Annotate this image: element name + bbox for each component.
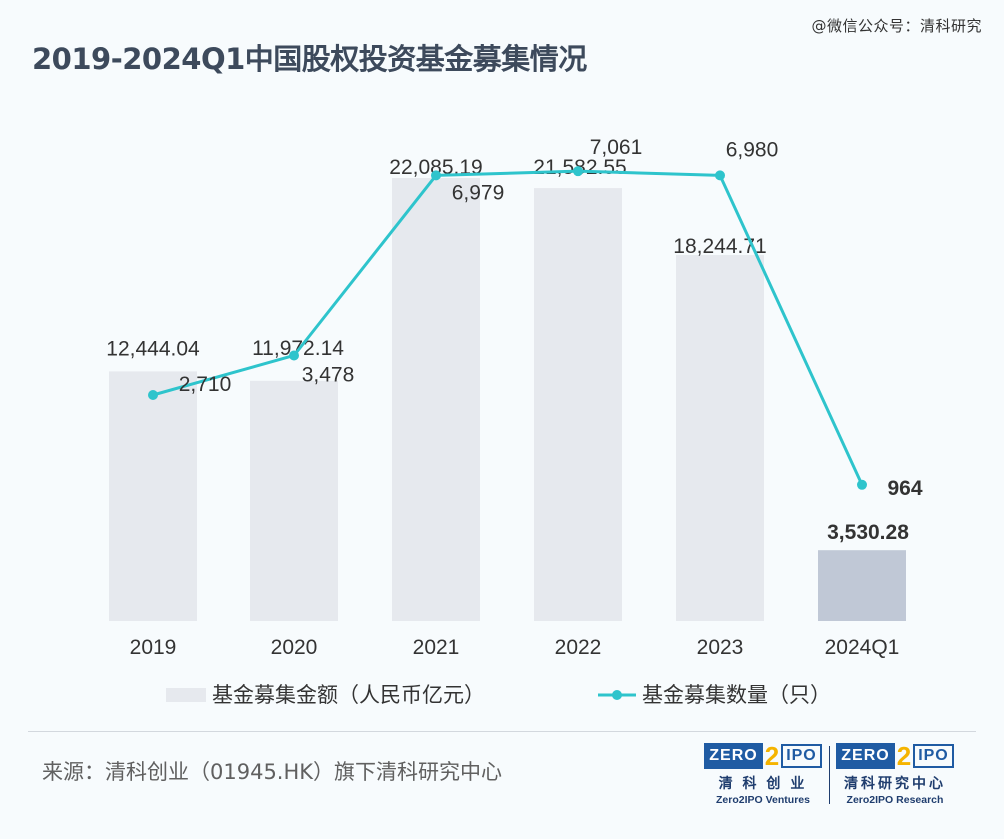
logo-badge-ipo: IPO: [781, 744, 822, 768]
line-label-2021: 6,979: [452, 181, 505, 204]
x-tick-label-2021: 2021: [413, 636, 460, 659]
point-2021: [431, 170, 441, 181]
point-2020: [289, 350, 299, 361]
source-note: 来源：清科创业（01945.HK）旗下清科研究中心: [42, 760, 503, 784]
chart-title: 2019-2024Q1中国股权投资基金募集情况: [32, 42, 587, 76]
bar-2023: [676, 255, 764, 621]
line-label-2019: 2,710: [179, 373, 232, 396]
logo-badge: ZERO 2 IPO: [836, 741, 954, 771]
logo-badge-ipo: IPO: [913, 744, 954, 768]
x-tick-label-2023: 2023: [697, 636, 744, 659]
bar-2024Q1: [818, 550, 906, 621]
bar-2022: [534, 188, 622, 621]
line-label-2020: 3,478: [302, 363, 355, 386]
legend-swatch-count-dot: [612, 690, 622, 700]
line-label-2023: 6,980: [726, 138, 779, 161]
line-label-2024Q1: 964: [887, 477, 922, 500]
x-tick-label-2022: 2022: [555, 636, 602, 659]
legend-label-amount: 基金募集金额（人民币亿元）: [212, 684, 485, 707]
bar-2019: [109, 371, 197, 621]
bar-label-2024Q1: 3,530.28: [827, 521, 909, 544]
point-2023: [715, 170, 725, 181]
bar-2021: [392, 178, 480, 621]
point-2022: [573, 166, 583, 177]
bar-2020: [250, 380, 338, 621]
x-tick-label-2019: 2019: [130, 636, 177, 659]
x-tick-label-2024Q1: 2024Q1: [825, 636, 900, 659]
logo-badge-zero: ZERO: [836, 743, 895, 769]
legend-swatch-amount: [166, 688, 206, 702]
series-line-count: [152, 169, 864, 486]
bar-label-2019: 12,444.04: [106, 337, 200, 360]
logo-cn-text: 清 科 创 业: [718, 775, 808, 791]
logo-en-text: Zero2IPO Ventures: [716, 794, 810, 806]
logo-cn-text: 清科研究中心: [844, 775, 946, 791]
logo-zero2ipo-research: ZERO 2 IPO 清科研究中心 Zero2IPO Research: [836, 741, 954, 806]
divider: [28, 731, 976, 732]
point-2019: [148, 389, 158, 400]
logo-divider: [829, 746, 830, 804]
line-label-2022: 7,061: [590, 136, 643, 159]
x-tick-label-2020: 2020: [271, 636, 318, 659]
logo-badge-zero: ZERO: [704, 743, 763, 769]
bar-label-2023: 18,244.71: [673, 235, 766, 258]
logo-badge-two: 2: [896, 741, 912, 771]
point-2024Q1: [857, 479, 867, 490]
logo-en-text: Zero2IPO Research: [846, 794, 944, 806]
watermark: @微信公众号：清科研究: [811, 17, 982, 35]
logo-badge-two: 2: [764, 741, 780, 771]
legend-label-count: 基金募集数量（只）: [642, 684, 831, 707]
logo-zero2ipo-ventures: ZERO 2 IPO 清 科 创 业 Zero2IPO Ventures: [704, 741, 822, 806]
logo-badge: ZERO 2 IPO: [704, 741, 822, 771]
